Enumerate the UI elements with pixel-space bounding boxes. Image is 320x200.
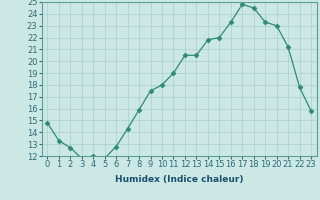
X-axis label: Humidex (Indice chaleur): Humidex (Indice chaleur) — [115, 175, 244, 184]
